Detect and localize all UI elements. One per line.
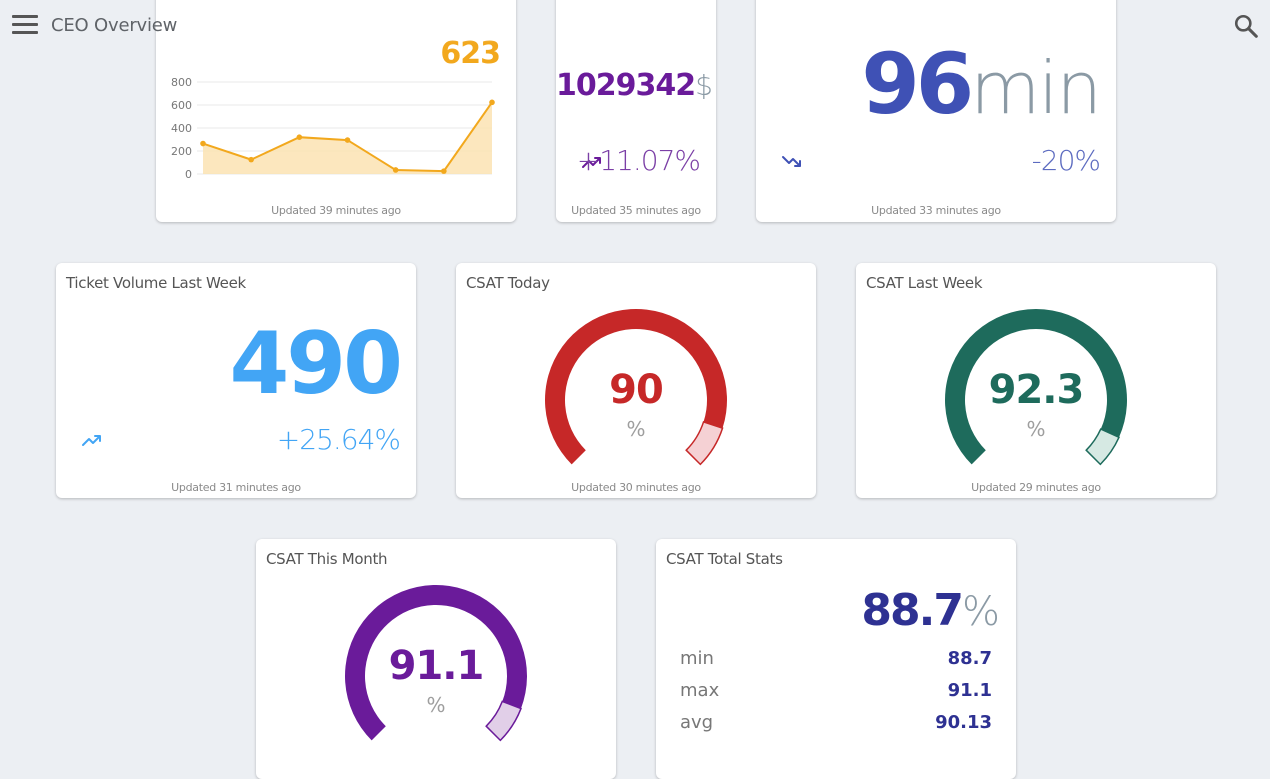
trending-up-icon <box>82 435 101 446</box>
csat-last-week-value: 92.3 <box>988 367 1085 413</box>
csat-total-unit: % <box>961 589 1000 635</box>
ticket-volume-delta: +25.64% <box>276 423 401 456</box>
y-tick-label: 400 <box>171 122 192 135</box>
y-tick-label: 200 <box>171 145 192 158</box>
card-footer: Updated 35 minutes ago <box>571 204 701 217</box>
card-footer: Updated 29 minutes ago <box>971 481 1101 494</box>
csat-last-week-gauge <box>945 309 1127 466</box>
csat-last-week-card[interactable]: CSAT Last Week 92.3 % Updated 29 minutes… <box>856 263 1216 498</box>
response-time-value: 96 <box>861 35 974 133</box>
data-point <box>344 137 351 143</box>
stat-label: max <box>680 680 720 701</box>
csat-this-month-value: 91.1 <box>388 643 485 689</box>
stat-row-min: min 88.7 <box>680 648 992 676</box>
revenue-unit: $ <box>695 69 713 102</box>
card-title: CSAT Today <box>466 274 550 292</box>
hamburger-menu-icon[interactable] <box>12 15 38 35</box>
gauge-remainder <box>685 420 724 466</box>
stat-value: 88.7 <box>947 648 992 669</box>
trending-down-icon <box>782 156 801 167</box>
trending-up-icon <box>582 157 601 168</box>
y-tick-label: 0 <box>185 168 192 181</box>
series-area <box>203 102 492 174</box>
gauge-fill <box>345 585 527 741</box>
y-tick-label: 800 <box>171 76 192 89</box>
csat-total-value: 88.7 <box>861 585 964 636</box>
gauge-remainder <box>485 700 522 742</box>
card-footer: Updated 33 minutes ago <box>871 204 1001 217</box>
data-point <box>248 156 254 163</box>
csat-today-value: 90 <box>609 367 664 413</box>
ticket-volume-card[interactable]: Ticket Volume Last Week 490 +25.64% Upda… <box>56 263 416 498</box>
revenue-figure: 1029342$ <box>556 68 713 103</box>
card-title: Ticket Volume Last Week <box>66 274 246 292</box>
top-app-bar: CEO Overview <box>0 0 1270 52</box>
stat-value: 91.1 <box>947 680 992 701</box>
data-point <box>200 140 206 147</box>
response-time-figure: 96min <box>756 42 1102 126</box>
gauge-fill <box>545 309 727 465</box>
csat-today-gauge <box>545 309 727 466</box>
ticket-trend-chart: 800 600 400 200 0 <box>171 76 495 181</box>
data-point <box>392 167 399 173</box>
ticket-trend-card[interactable]: 623 800 600 400 200 0 Updated 39 minutes ago <box>156 0 516 222</box>
card-title: CSAT Total Stats <box>666 550 783 568</box>
search-icon[interactable] <box>1233 13 1259 39</box>
app-title: CEO Overview <box>51 15 178 36</box>
y-tick-label: 600 <box>171 99 192 112</box>
revenue-delta: +11.07% <box>576 144 701 177</box>
csat-total-figure: 88.7% <box>656 589 1000 633</box>
csat-this-month-unit: % <box>426 693 446 717</box>
csat-this-month-card[interactable]: CSAT This Month 91.1 % <box>256 539 616 779</box>
card-title: CSAT This Month <box>266 550 388 568</box>
revenue-value: 1029342 <box>556 68 696 103</box>
data-point <box>489 99 495 106</box>
gauge-fill <box>945 309 1127 465</box>
csat-this-month-gauge <box>345 585 527 742</box>
data-point <box>441 168 447 174</box>
ticket-volume-value: 490 <box>229 314 403 414</box>
card-footer: Updated 39 minutes ago <box>271 204 401 217</box>
csat-today-card[interactable]: CSAT Today 90 % Updated 30 minutes ago <box>456 263 816 498</box>
card-footer: Updated 30 minutes ago <box>571 481 701 494</box>
stat-row-max: max 91.1 <box>680 680 992 708</box>
stat-label: avg <box>680 712 714 733</box>
response-time-unit: min <box>970 46 1102 130</box>
data-point <box>296 134 303 140</box>
stat-label: min <box>680 648 714 669</box>
response-time-card[interactable]: 96min -20% Updated 33 minutes ago <box>756 0 1116 222</box>
stat-value: 90.13 <box>935 712 992 733</box>
csat-today-unit: % <box>626 417 646 441</box>
gauge-remainder <box>1085 428 1120 466</box>
csat-total-stats-card[interactable]: CSAT Total Stats 88.7% min 88.7 max 91.1… <box>656 539 1016 779</box>
response-time-delta: -20% <box>1031 144 1101 177</box>
card-footer: Updated 31 minutes ago <box>171 481 301 494</box>
revenue-card[interactable]: 1029342$ +11.07% Updated 35 minutes ago <box>556 0 716 222</box>
csat-last-week-unit: % <box>1026 417 1046 441</box>
card-title: CSAT Last Week <box>866 274 983 292</box>
stat-row-avg: avg 90.13 <box>680 712 992 740</box>
